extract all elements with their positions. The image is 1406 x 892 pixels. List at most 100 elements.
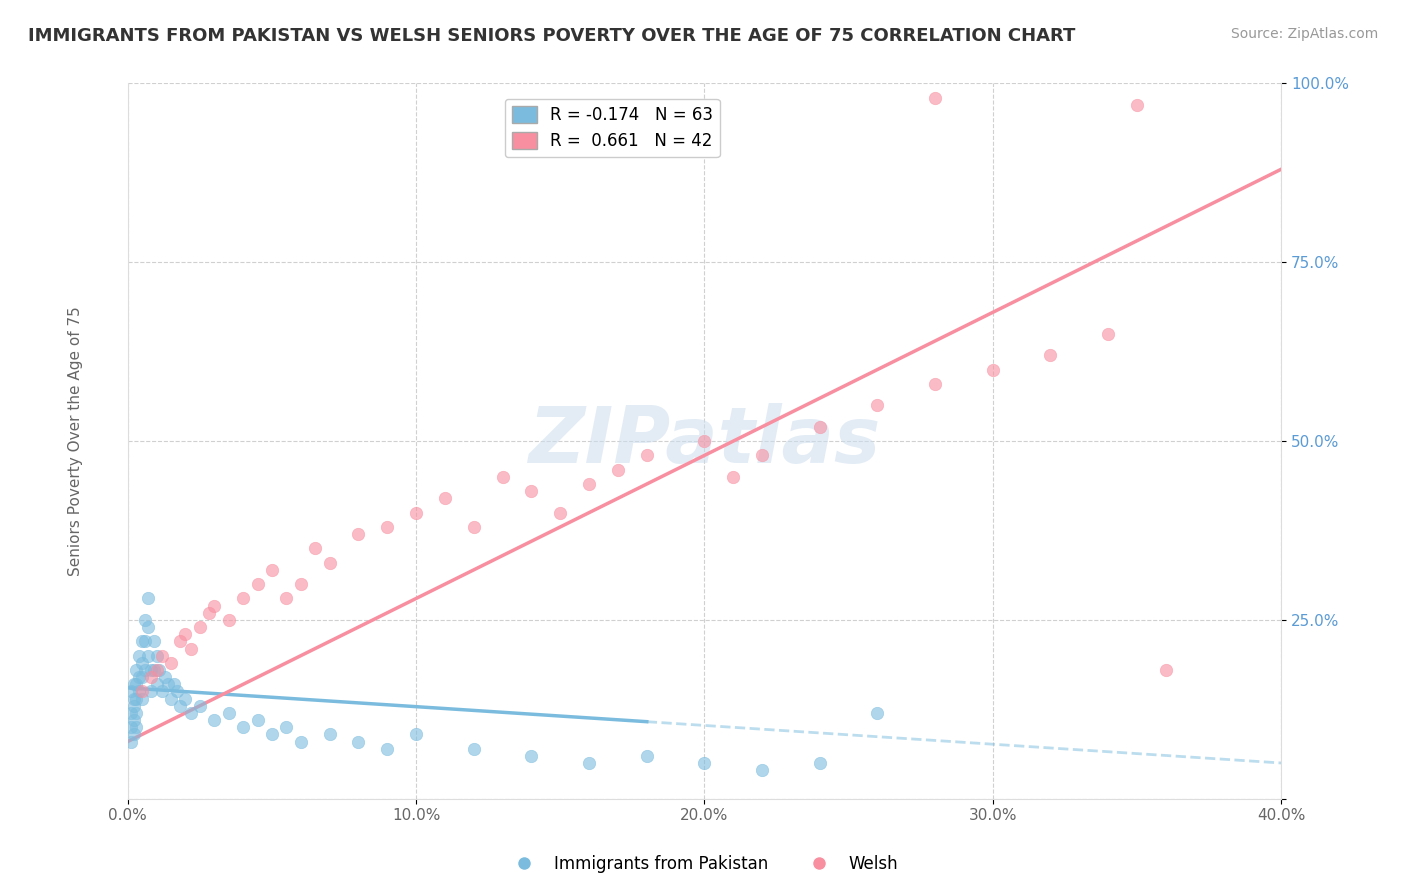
Point bbox=[202, 713, 225, 727]
Point bbox=[125, 663, 148, 677]
Point bbox=[463, 741, 485, 756]
Point bbox=[491, 470, 513, 484]
Point bbox=[148, 663, 170, 677]
Point bbox=[169, 698, 191, 713]
Point bbox=[160, 691, 183, 706]
Point bbox=[290, 577, 312, 591]
Point bbox=[125, 691, 148, 706]
Point bbox=[131, 684, 153, 698]
Point bbox=[218, 706, 240, 720]
Point bbox=[174, 627, 197, 641]
Point bbox=[463, 520, 485, 534]
Point bbox=[405, 506, 427, 520]
Text: ZIPatlas: ZIPatlas bbox=[529, 403, 880, 479]
Point bbox=[160, 656, 183, 670]
Point bbox=[751, 763, 773, 777]
Point bbox=[122, 691, 145, 706]
Point bbox=[150, 684, 173, 698]
Point bbox=[636, 748, 658, 763]
Point bbox=[520, 484, 543, 499]
Point bbox=[188, 620, 211, 634]
Point bbox=[1097, 326, 1119, 341]
Point bbox=[751, 449, 773, 463]
Point bbox=[136, 620, 159, 634]
Point bbox=[347, 734, 370, 748]
Point bbox=[723, 470, 745, 484]
Point bbox=[260, 727, 283, 741]
Point bbox=[155, 670, 177, 684]
Point bbox=[180, 706, 202, 720]
Point bbox=[139, 663, 162, 677]
Point bbox=[375, 520, 398, 534]
Point bbox=[145, 663, 167, 677]
Point bbox=[981, 362, 1004, 376]
Point bbox=[808, 419, 831, 434]
Point bbox=[145, 677, 167, 691]
Point bbox=[188, 698, 211, 713]
Point bbox=[1154, 663, 1177, 677]
Point bbox=[166, 684, 188, 698]
Point bbox=[606, 463, 628, 477]
Point bbox=[122, 698, 145, 713]
Text: Seniors Poverty Over the Age of 75: Seniors Poverty Over the Age of 75 bbox=[69, 306, 83, 576]
Point bbox=[150, 648, 173, 663]
Point bbox=[120, 706, 142, 720]
Point bbox=[375, 741, 398, 756]
Point bbox=[131, 634, 153, 648]
Point bbox=[433, 491, 456, 506]
Point bbox=[347, 527, 370, 541]
Point bbox=[136, 648, 159, 663]
Point bbox=[808, 756, 831, 770]
Point bbox=[1039, 348, 1062, 362]
Point bbox=[139, 684, 162, 698]
Point bbox=[405, 727, 427, 741]
Point bbox=[120, 684, 142, 698]
Point bbox=[122, 727, 145, 741]
Point bbox=[131, 691, 153, 706]
Point bbox=[134, 663, 156, 677]
Point bbox=[122, 677, 145, 691]
Point bbox=[866, 398, 889, 412]
Point bbox=[636, 449, 658, 463]
Point bbox=[128, 670, 150, 684]
Point bbox=[128, 648, 150, 663]
Text: IMMIGRANTS FROM PAKISTAN VS WELSH SENIORS POVERTY OVER THE AGE OF 75 CORRELATION: IMMIGRANTS FROM PAKISTAN VS WELSH SENIOR… bbox=[28, 27, 1076, 45]
Point bbox=[318, 727, 340, 741]
Point bbox=[139, 670, 162, 684]
Point bbox=[260, 563, 283, 577]
Point bbox=[693, 434, 716, 449]
Point bbox=[318, 556, 340, 570]
Point bbox=[169, 634, 191, 648]
Point bbox=[142, 663, 165, 677]
Legend: Immigrants from Pakistan, Welsh: Immigrants from Pakistan, Welsh bbox=[501, 848, 905, 880]
Point bbox=[218, 613, 240, 627]
Point bbox=[122, 713, 145, 727]
Point bbox=[304, 541, 326, 556]
Point bbox=[142, 634, 165, 648]
Point bbox=[578, 477, 600, 491]
Point bbox=[1126, 98, 1149, 112]
Point bbox=[232, 720, 254, 734]
Point bbox=[276, 591, 298, 606]
Point bbox=[134, 634, 156, 648]
Point bbox=[290, 734, 312, 748]
Point bbox=[924, 376, 946, 391]
Point bbox=[693, 756, 716, 770]
Point bbox=[924, 91, 946, 105]
Point bbox=[163, 677, 186, 691]
Point bbox=[125, 706, 148, 720]
Point bbox=[548, 506, 571, 520]
Point bbox=[866, 706, 889, 720]
Point bbox=[128, 684, 150, 698]
Point bbox=[197, 606, 219, 620]
Point bbox=[578, 756, 600, 770]
Point bbox=[157, 677, 180, 691]
Point bbox=[246, 713, 269, 727]
Point bbox=[232, 591, 254, 606]
Point bbox=[136, 591, 159, 606]
Point bbox=[174, 691, 197, 706]
Point bbox=[134, 613, 156, 627]
Point bbox=[120, 720, 142, 734]
Point bbox=[520, 748, 543, 763]
Point bbox=[202, 599, 225, 613]
